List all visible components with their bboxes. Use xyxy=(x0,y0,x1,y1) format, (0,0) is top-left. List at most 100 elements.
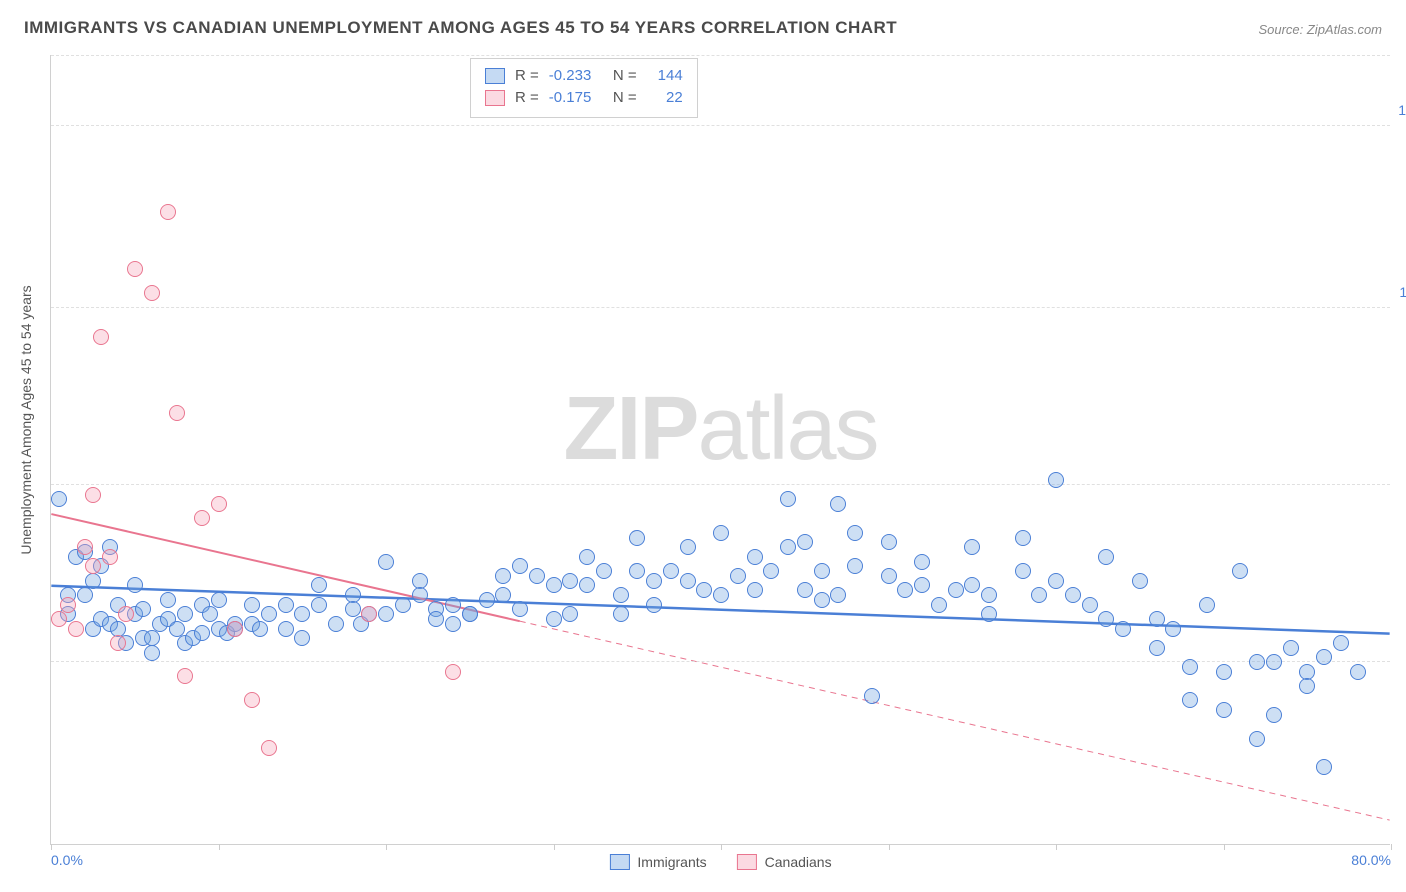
data-point xyxy=(211,592,227,608)
data-point xyxy=(1082,597,1098,613)
data-point xyxy=(814,563,830,579)
data-point xyxy=(596,563,612,579)
gridline xyxy=(51,125,1390,126)
data-point xyxy=(881,534,897,550)
data-point xyxy=(981,606,997,622)
data-point xyxy=(1015,563,1031,579)
data-point xyxy=(562,606,578,622)
data-point xyxy=(60,597,76,613)
data-point xyxy=(713,587,729,603)
legend-swatch xyxy=(609,854,629,870)
data-point xyxy=(278,597,294,613)
data-point xyxy=(797,582,813,598)
data-point xyxy=(110,635,126,651)
data-point xyxy=(1149,640,1165,656)
data-point xyxy=(847,525,863,541)
chart-title: IMMIGRANTS VS CANADIAN UNEMPLOYMENT AMON… xyxy=(24,18,897,38)
legend-swatch xyxy=(485,68,505,84)
legend-item: Immigrants xyxy=(609,854,706,870)
data-point xyxy=(948,582,964,598)
data-point xyxy=(629,563,645,579)
data-point xyxy=(747,549,763,565)
stats-legend-box: R =-0.233 N =144R =-0.175 N =22 xyxy=(470,58,698,118)
data-point xyxy=(579,577,595,593)
data-point xyxy=(881,568,897,584)
x-tick xyxy=(51,844,52,850)
data-point xyxy=(495,568,511,584)
data-point xyxy=(278,621,294,637)
data-point xyxy=(696,582,712,598)
data-point xyxy=(629,530,645,546)
data-point xyxy=(646,597,662,613)
legend-swatch xyxy=(485,90,505,106)
data-point xyxy=(1115,621,1131,637)
data-point xyxy=(51,491,67,507)
data-point xyxy=(1216,664,1232,680)
data-point xyxy=(1165,621,1181,637)
data-point xyxy=(680,539,696,555)
data-point xyxy=(1015,530,1031,546)
data-point xyxy=(294,630,310,646)
data-point xyxy=(77,587,93,603)
source-attribution: Source: ZipAtlas.com xyxy=(1258,22,1382,37)
stats-row: R =-0.175 N =22 xyxy=(485,87,683,109)
data-point xyxy=(1216,702,1232,718)
data-point xyxy=(294,606,310,622)
data-point xyxy=(85,573,101,589)
x-tick xyxy=(1391,844,1392,850)
data-point xyxy=(830,496,846,512)
data-point xyxy=(445,597,461,613)
data-point xyxy=(479,592,495,608)
x-tick xyxy=(554,844,555,850)
data-point xyxy=(797,534,813,550)
data-point xyxy=(102,549,118,565)
data-point xyxy=(579,549,595,565)
data-point xyxy=(428,611,444,627)
regression-lines-layer xyxy=(51,55,1390,844)
stats-n-value: 22 xyxy=(647,87,683,109)
data-point xyxy=(1333,635,1349,651)
data-point xyxy=(1149,611,1165,627)
y-tick-label: 11.2% xyxy=(1399,284,1406,300)
data-point xyxy=(244,597,260,613)
stats-row: R =-0.233 N =144 xyxy=(485,65,683,87)
data-point xyxy=(1299,678,1315,694)
data-point xyxy=(160,204,176,220)
data-point xyxy=(512,558,528,574)
data-point xyxy=(412,587,428,603)
data-point xyxy=(261,740,277,756)
x-tick xyxy=(1224,844,1225,850)
stats-r-label: R = xyxy=(515,87,539,109)
stats-r-label: R = xyxy=(515,65,539,87)
data-point xyxy=(160,592,176,608)
x-tick xyxy=(1056,844,1057,850)
data-point xyxy=(613,587,629,603)
legend-label: Canadians xyxy=(765,854,832,870)
data-point xyxy=(1350,664,1366,680)
x-tick-label: 80.0% xyxy=(1351,852,1391,868)
data-point xyxy=(1249,731,1265,747)
data-point xyxy=(85,487,101,503)
data-point xyxy=(1098,611,1114,627)
x-tick xyxy=(721,844,722,850)
data-point xyxy=(328,616,344,632)
data-point xyxy=(730,568,746,584)
gridline xyxy=(51,55,1390,56)
y-axis-title: Unemployment Among Ages 45 to 54 years xyxy=(18,285,34,554)
data-point xyxy=(562,573,578,589)
data-point xyxy=(1098,549,1114,565)
watermark-suffix: atlas xyxy=(697,378,877,478)
data-point xyxy=(93,329,109,345)
data-point xyxy=(395,597,411,613)
data-point xyxy=(77,539,93,555)
data-point xyxy=(127,261,143,277)
watermark-bold: ZIP xyxy=(563,378,697,478)
x-tick xyxy=(889,844,890,850)
data-point xyxy=(169,405,185,421)
data-point xyxy=(847,558,863,574)
data-point xyxy=(1283,640,1299,656)
data-point xyxy=(85,558,101,574)
data-point xyxy=(663,563,679,579)
stats-n-label: N = xyxy=(609,87,637,109)
data-point xyxy=(1048,472,1064,488)
